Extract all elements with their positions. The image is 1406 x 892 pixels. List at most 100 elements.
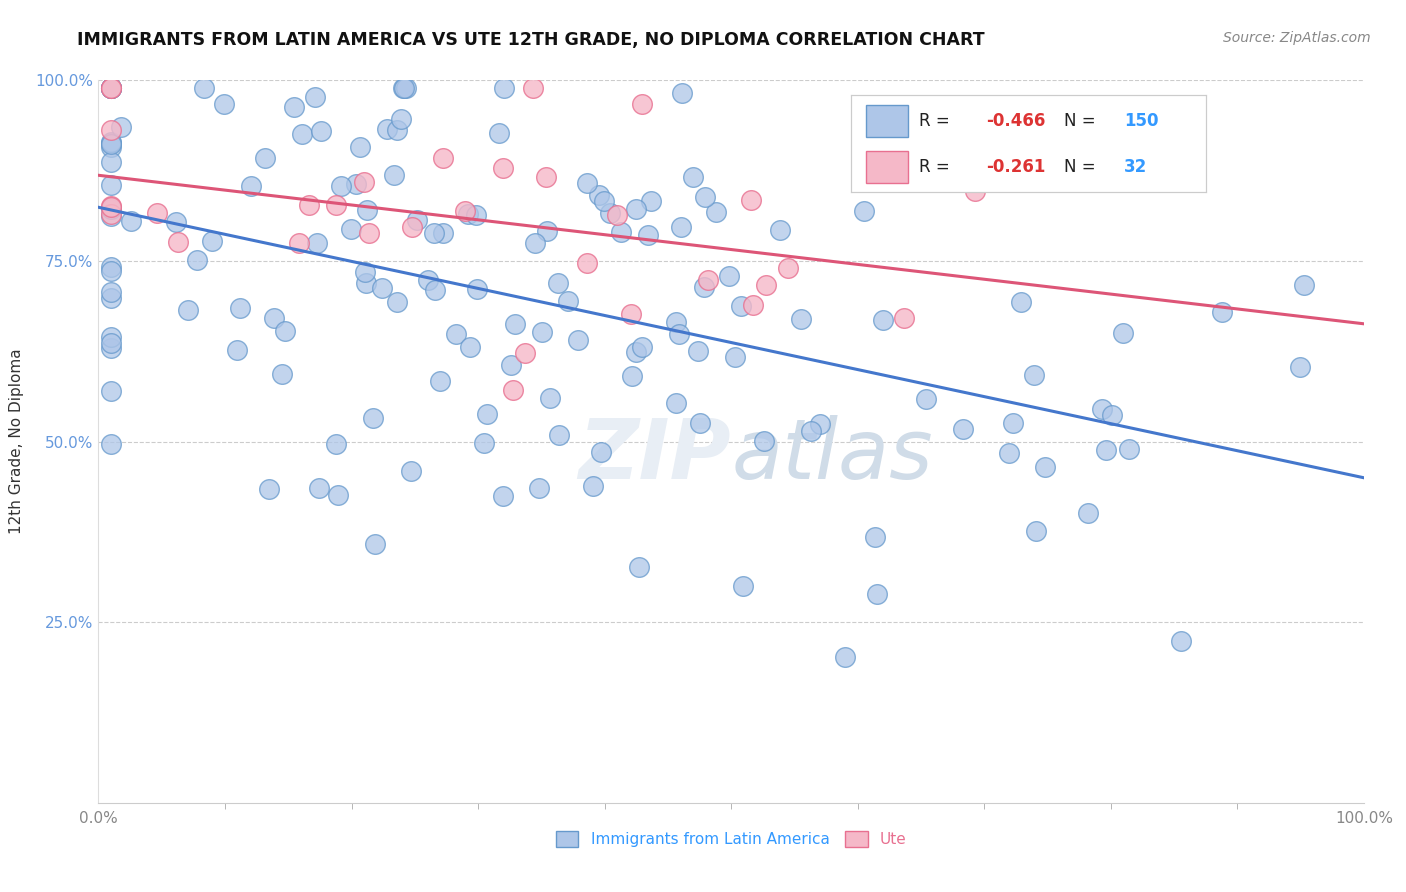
Point (693, 190, 716, 204)
Point (309, 124, 332, 138)
Point (998, 446, 1021, 460)
Point (502, 383, 524, 397)
Point (385, 294, 408, 309)
Point (1170, 634, 1192, 648)
Point (423, 284, 446, 298)
Text: atlas: atlas (731, 416, 932, 497)
Point (465, 208, 488, 222)
Point (371, 281, 394, 295)
Point (588, 188, 610, 202)
Point (100, 437, 122, 451)
Point (530, 326, 553, 340)
Point (599, 206, 621, 220)
Point (624, 202, 647, 216)
Point (100, 136, 122, 151)
Point (100, 207, 122, 221)
Point (100, 136, 122, 150)
Point (682, 170, 704, 185)
Point (1118, 442, 1140, 456)
Point (1288, 359, 1310, 374)
Point (382, 169, 405, 183)
Point (1022, 368, 1045, 383)
Point (834, 649, 856, 664)
Point (392, 80, 415, 95)
Point (165, 215, 187, 229)
Point (401, 220, 423, 235)
Point (529, 481, 551, 495)
Point (100, 80, 122, 95)
Point (1111, 326, 1133, 340)
Point (494, 80, 516, 95)
Point (491, 161, 513, 175)
Point (429, 374, 451, 388)
Text: Source: ZipAtlas.com: Source: ZipAtlas.com (1223, 31, 1371, 45)
Point (100, 202, 122, 217)
Point (325, 437, 347, 451)
Point (631, 340, 654, 354)
Point (965, 185, 987, 199)
Point (304, 90, 326, 104)
Point (800, 424, 823, 438)
Point (704, 205, 727, 219)
Point (752, 434, 775, 449)
Point (100, 155, 122, 169)
Point (100, 80, 122, 95)
Point (730, 299, 752, 313)
Point (283, 100, 305, 114)
Point (100, 123, 122, 137)
Point (952, 422, 974, 436)
Point (492, 489, 515, 503)
Point (589, 445, 612, 459)
Point (100, 209, 122, 223)
Point (406, 212, 429, 227)
Point (432, 226, 454, 240)
Point (1001, 416, 1024, 430)
Point (547, 276, 569, 290)
Point (1033, 460, 1056, 475)
Point (863, 530, 886, 544)
Point (263, 310, 285, 325)
Point (100, 199, 122, 213)
Point (308, 481, 330, 495)
Point (100, 80, 122, 95)
Point (395, 80, 418, 95)
Point (575, 256, 598, 270)
Point (866, 587, 889, 601)
Point (536, 224, 558, 238)
Point (100, 285, 122, 300)
Point (100, 330, 122, 344)
Point (328, 488, 350, 502)
Point (100, 178, 122, 192)
Point (100, 80, 122, 95)
Point (718, 269, 741, 284)
Point (253, 151, 276, 165)
Point (724, 351, 747, 365)
Point (733, 578, 755, 592)
Point (1010, 295, 1032, 310)
Point (146, 206, 169, 220)
Point (354, 265, 377, 279)
Point (349, 140, 371, 154)
Point (340, 221, 363, 235)
Point (488, 126, 510, 140)
Point (229, 301, 252, 316)
Point (364, 537, 387, 551)
Point (686, 343, 709, 358)
Point (290, 127, 312, 141)
Point (548, 428, 571, 442)
Point (628, 560, 651, 574)
Point (523, 235, 546, 250)
Point (472, 436, 495, 450)
Point (501, 358, 523, 372)
Point (477, 407, 499, 421)
Point (915, 392, 938, 407)
Point (100, 341, 122, 355)
Point (852, 204, 875, 219)
Point (1101, 408, 1123, 422)
Point (353, 175, 375, 189)
Point (212, 97, 235, 112)
Point (458, 340, 481, 354)
Point (582, 479, 605, 493)
Point (100, 80, 122, 95)
Point (100, 260, 122, 274)
